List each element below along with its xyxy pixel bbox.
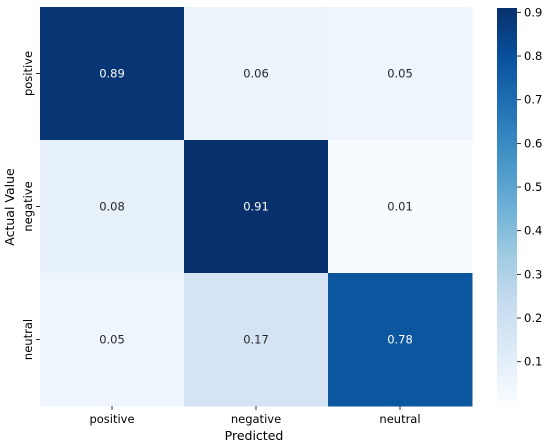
colorbar-tick-label: 0.8 <box>524 49 542 63</box>
cell-value-label: 0.89 <box>99 67 125 81</box>
cell-value-label: 0.91 <box>243 200 269 214</box>
heatmap-cell <box>40 7 185 141</box>
heatmap-cell <box>328 273 473 407</box>
x-tick-label: positive <box>89 412 134 426</box>
colorbar-tick-label: 0.4 <box>524 224 542 238</box>
heatmap-cell <box>184 140 329 274</box>
y-tick-label: neutral <box>21 319 35 360</box>
y-tick-label: negative <box>21 181 35 231</box>
heatmap-cell <box>40 140 185 274</box>
heatmap-cell <box>40 273 185 407</box>
cell-value-label: 0.05 <box>387 67 413 81</box>
x-axis-label: Predicted <box>225 428 284 443</box>
heatmap-cell-labels: 0.89 0.06 0.05 0.08 0.91 0.01 0.05 0.17 0.78 <box>99 67 413 347</box>
colorbar-tick-label: 0.3 <box>524 267 542 281</box>
heatmap-cell <box>184 273 329 407</box>
x-tick-label: negative <box>231 412 281 426</box>
cell-value-label: 0.08 <box>99 200 125 214</box>
cell-value-label: 0.05 <box>99 333 125 347</box>
cell-value-label: 0.01 <box>387 200 413 214</box>
colorbar-tick-label: 0.5 <box>524 180 542 194</box>
x-axis-ticks: positive negative neutral <box>89 406 421 426</box>
cell-value-label: 0.78 <box>387 333 413 347</box>
colorbar-tick-label: 0.7 <box>524 93 542 107</box>
colorbar <box>497 8 517 401</box>
x-tick-label: neutral <box>379 412 420 426</box>
colorbar-tick-label: 0.6 <box>524 136 542 150</box>
heatmap-cell <box>328 140 473 274</box>
y-axis-ticks: positive negative neutral <box>21 51 40 360</box>
colorbar-ticks: 0.1 0.2 0.3 0.4 0.5 0.6 0.7 0.8 0.9 <box>517 5 542 369</box>
heatmap-cell <box>328 7 473 141</box>
colorbar-tick-label: 0.9 <box>524 5 542 19</box>
heatmap-cell <box>184 7 329 141</box>
colorbar-tick-label: 0.1 <box>524 355 542 369</box>
heatmap-cells <box>40 7 473 407</box>
y-tick-label: positive <box>21 51 35 96</box>
cell-value-label: 0.17 <box>243 333 269 347</box>
y-axis-label: Actual Value <box>2 168 17 246</box>
cell-value-label: 0.06 <box>243 67 269 81</box>
colorbar-tick-label: 0.2 <box>524 311 542 325</box>
